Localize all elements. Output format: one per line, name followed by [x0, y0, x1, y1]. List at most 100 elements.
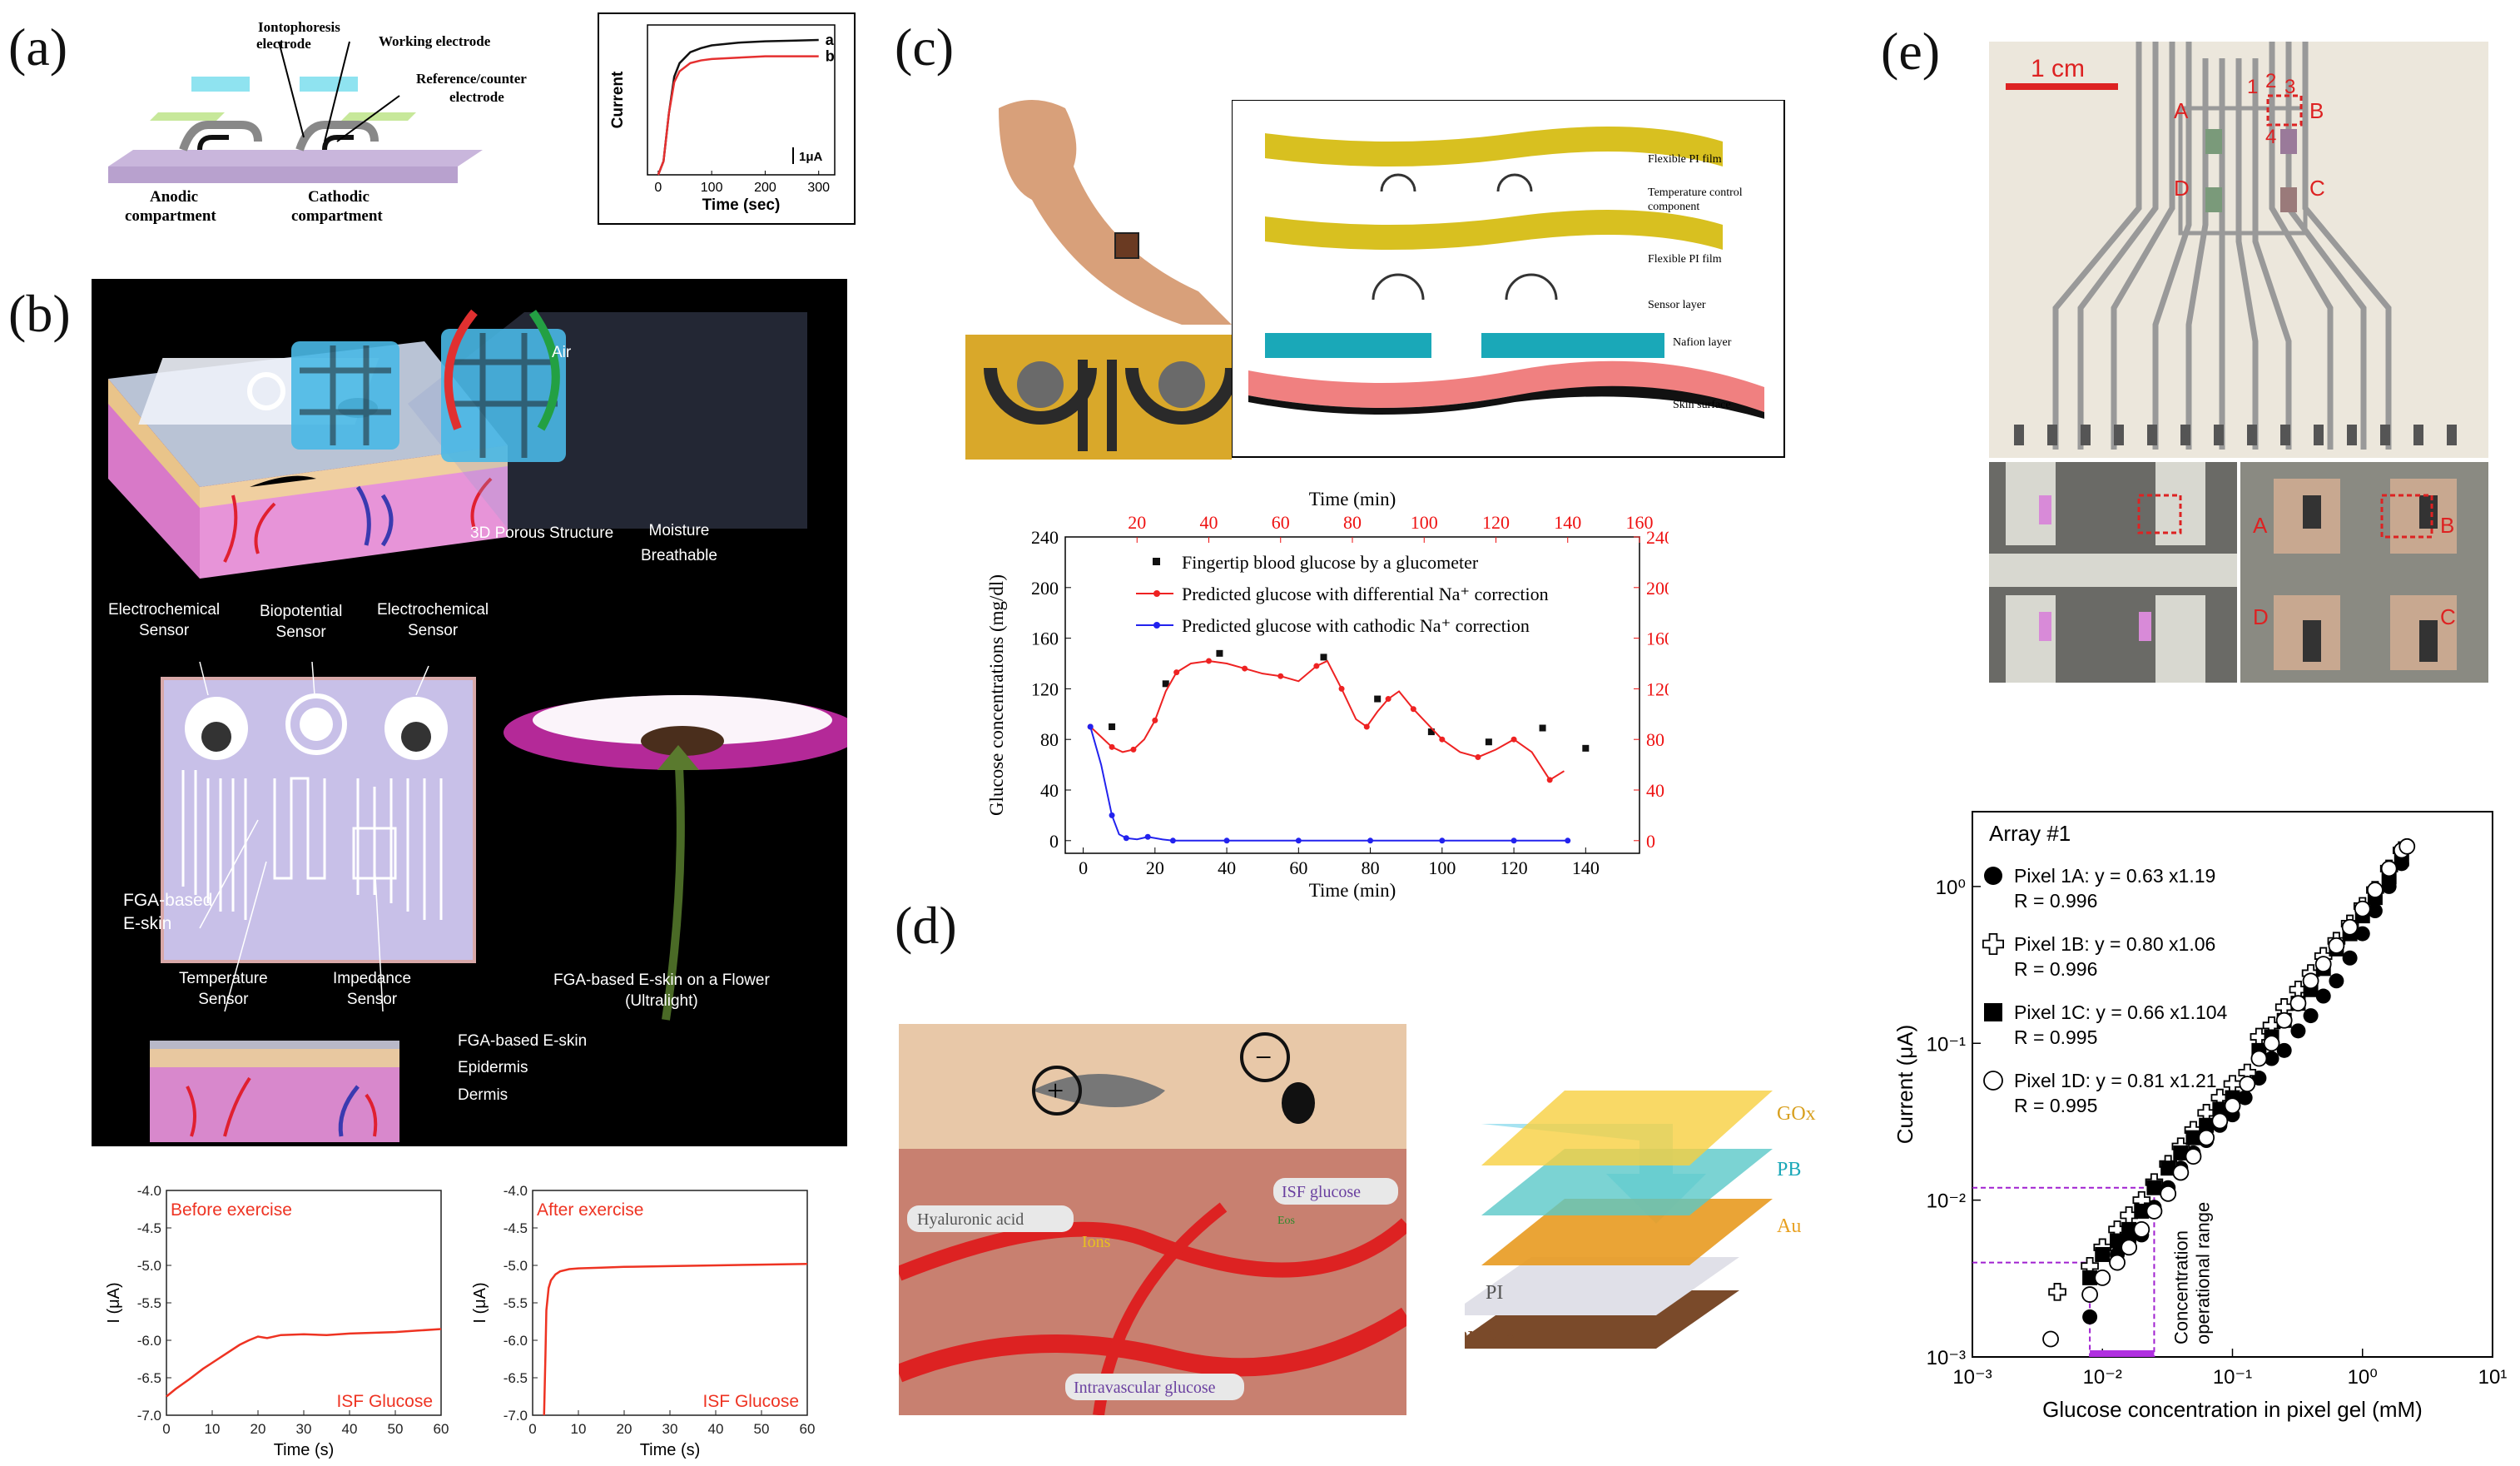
- iontophoresis-schematic: Iontophoresis electrode Working electrod…: [108, 19, 527, 225]
- chart-a-axes: [647, 24, 836, 176]
- chart-b-before: 0 10 20 30 40 50 60 -4.0 -4.5 -5.0 -5.5 -6.0 -6.5 -7.…: [105, 1183, 449, 1459]
- ions-label: Ions: [1082, 1233, 1111, 1251]
- intravascular-label: Intravascular glucose: [1074, 1379, 1216, 1397]
- micrograph-left: [1989, 462, 2237, 683]
- chart-e-point-pixel-1a: [2237, 1090, 2253, 1106]
- chart-c-right-ytick-label: 0: [1646, 831, 1655, 852]
- chart-e-point-pixel-1d: [2354, 900, 2371, 917]
- chart-c-right-ytick-label: 240: [1646, 527, 1669, 548]
- photo-D: D: [2174, 176, 2190, 201]
- chart-e-point-pixel-1a: [2354, 926, 2370, 942]
- chart-e-legend-r: R = 0.995: [2014, 1095, 2097, 1116]
- layer-sensor: Sensor layer: [1648, 299, 1706, 311]
- chart-c-point-1: [1242, 665, 1248, 672]
- chart-c-point-glucometer: [1582, 744, 1590, 752]
- chart-e-point-pixel-1c: [2173, 1145, 2189, 1160]
- chart-b1-xtick-label: 0: [162, 1421, 170, 1437]
- chart-e-point-pixel-1c: [2146, 1180, 2162, 1195]
- chart-c-top-xlabel: Time (min): [1309, 489, 1396, 509]
- chart-a-series-b: [657, 55, 819, 176]
- chart-c-top-xtick-label: 100: [1411, 512, 1438, 533]
- panel-label-d: (d): [895, 896, 957, 955]
- chart-e-point-pixel-1c: [2134, 1203, 2150, 1219]
- chart-c-point-1: [1109, 743, 1115, 750]
- chart-e-point-pixel-1d: [2398, 837, 2416, 855]
- chart-b2-xtick-label: 20: [617, 1421, 632, 1437]
- chart-b1-title: Before exercise: [171, 1200, 292, 1220]
- photo-A: A: [2174, 98, 2189, 123]
- chart-e-point-pixel-1a: [2329, 973, 2344, 989]
- chart-a-scalebar-label: 1μA: [799, 150, 823, 164]
- layer-nafion: Nafion layer: [1673, 336, 1732, 349]
- biopotential-label: Biopotential Sensor: [260, 603, 343, 641]
- isf-label: ISF glucose: [1282, 1183, 1361, 1201]
- chart-e-legend-r: R = 0.995: [2014, 1026, 2097, 1048]
- chart-c-point-glucometer: [1109, 723, 1116, 730]
- chart-e-point-pixel-1a: [2276, 1042, 2292, 1058]
- chart-e-range-bar: [2090, 1350, 2155, 1357]
- chart-e-legend-name: Pixel 1C: y = 0.66 x1.104: [2014, 1001, 2228, 1023]
- layer-film-top: Flexible PI film: [1648, 153, 1722, 166]
- chart-e-point-pixel-1a: [2290, 1023, 2306, 1039]
- chart-e-legend-marker: [1984, 867, 2002, 885]
- chart-b2-xtick-label: 10: [571, 1421, 587, 1437]
- chart-c-xtick-label: 20: [1146, 857, 1164, 878]
- chart-a-frame: [598, 12, 856, 225]
- chart-e-point-pixel-1d: [2081, 1286, 2099, 1303]
- chart-b1-xtick-label: 20: [251, 1421, 266, 1437]
- chart-b1-ytick-label: -6.0: [137, 1333, 161, 1349]
- pi-label: PI: [1486, 1282, 1503, 1304]
- chart-c-point-1: [1385, 696, 1391, 703]
- chart-e-point-pixel-1d: [2042, 1330, 2059, 1348]
- chart-b2-ytick-label: -7.0: [504, 1408, 528, 1424]
- chart-c-right-ytick-label: 160: [1646, 629, 1669, 649]
- chart-c-legend-marker: [1153, 622, 1160, 629]
- gox-label: GOx: [1777, 1103, 1816, 1125]
- chart-e-point-pixel-1c: [2185, 1130, 2201, 1145]
- chart-c-ytick-label: 80: [1040, 729, 1059, 750]
- chart-c-series-line-1: [1089, 659, 1565, 782]
- chart-b1-ytick-label: -5.5: [137, 1295, 161, 1311]
- chart-e-point-pixel-1d: [2314, 956, 2332, 972]
- chart-c-point-2: [1565, 837, 1571, 844]
- plus-symbol: +: [1047, 1074, 1064, 1107]
- chart-c-top-xtick-label: 20: [1128, 512, 1146, 533]
- chart-c-point-2: [1295, 837, 1302, 844]
- chart-e-point-pixel-1d: [2366, 882, 2384, 898]
- chart-e-point-pixel-1d: [2211, 1112, 2229, 1130]
- chart-b2-xtick-label: 30: [662, 1421, 678, 1437]
- reference-electrode-label-2: electrode: [449, 89, 504, 105]
- chart-c-point-glucometer: [1162, 680, 1169, 688]
- photo-n2: 2: [2265, 70, 2276, 92]
- panel-label-e: (e): [1881, 22, 1941, 81]
- chart-c-legend-label: Predicted glucose with cathodic Na⁺ corr…: [1182, 615, 1530, 636]
- chart-c-right-ytick-label: 40: [1646, 780, 1664, 801]
- chart-c-xtick-label: 80: [1362, 857, 1380, 878]
- chart-c-point-1: [1475, 753, 1481, 760]
- chart-b1-ytick-label: -4.0: [137, 1183, 161, 1199]
- photo-n3: 3: [2284, 76, 2295, 98]
- chart-e-xtick-label: 10¹: [2478, 1366, 2508, 1389]
- micrograph-right: A B C D: [2240, 462, 2488, 683]
- chart-a-ylabel: Current: [609, 71, 627, 128]
- chart-b1-xtick-label: 40: [342, 1421, 358, 1437]
- chart-e-ytick-label: 10⁰: [1936, 877, 1966, 899]
- chart-e-point-pixel-1d: [2160, 1185, 2177, 1202]
- anodic-label: Anodic: [150, 188, 198, 206]
- electrode-array-photo: 1 cm A B C D 1 2 3 4: [1989, 42, 2488, 458]
- chart-c-ytick-label: 160: [1031, 629, 1059, 649]
- chart-e-point-pixel-1d: [2185, 1148, 2202, 1165]
- chart-e-point-pixel-1d: [2121, 1239, 2138, 1256]
- chart-e-point-pixel-1d: [2198, 1129, 2215, 1146]
- photo-n1: 1: [2247, 76, 2258, 98]
- anodic-label-2: compartment: [125, 207, 216, 225]
- chart-c-point-1: [1277, 673, 1284, 679]
- chart-e-point-pixel-1c: [2095, 1246, 2111, 1262]
- chart-c-point-1: [1173, 669, 1180, 676]
- chart-a-series-label-b: b: [826, 48, 835, 65]
- chart-b2-ytick-label: -6.0: [504, 1333, 528, 1349]
- echem-left-label: Electrochemical Sensor: [108, 601, 221, 639]
- chart-c-top-xtick-label: 160: [1626, 512, 1654, 533]
- chart-b2-axes: [532, 1190, 808, 1416]
- chart-e-legend-r: R = 0.996: [2014, 958, 2097, 980]
